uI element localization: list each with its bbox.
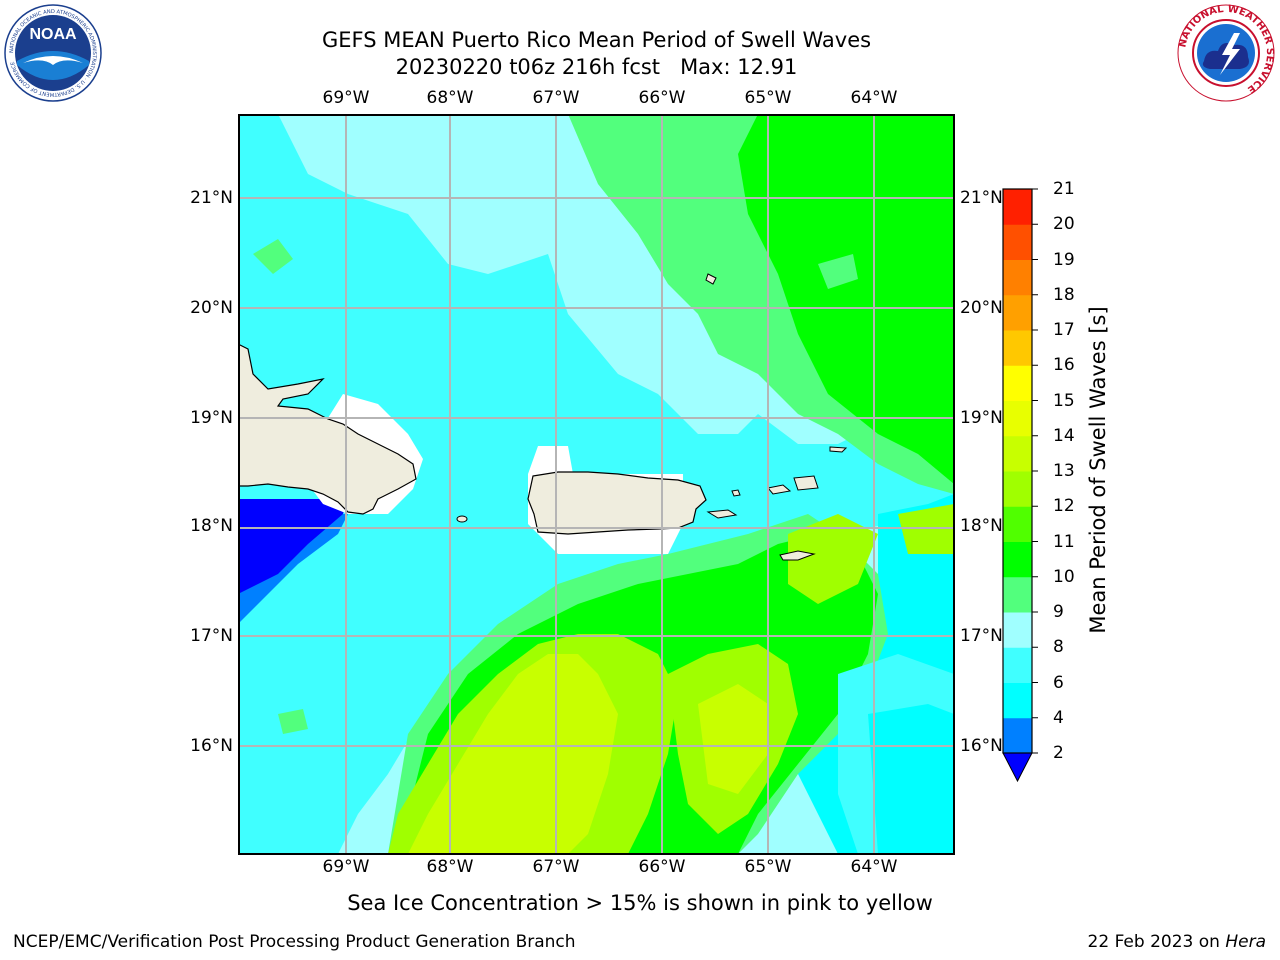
- footer-host: Hera: [1225, 932, 1266, 952]
- lon-label-top: 68°W: [426, 88, 474, 108]
- colorbar-tick-label: 17: [1053, 320, 1075, 340]
- lon-label-bottom: 65°W: [744, 857, 792, 877]
- colorbar-segment: [1003, 506, 1032, 542]
- colorbar-tick-label: 19: [1053, 249, 1075, 270]
- lat-label-left: 17°N: [190, 626, 233, 646]
- noaa-logo: NOAA NATIONAL OCEANIC AND ATMOSPHERIC AD…: [4, 4, 102, 102]
- lat-label-right: 20°N: [960, 298, 1003, 318]
- lon-label-top: 67°W: [532, 88, 580, 108]
- colorbar-segment: [1003, 471, 1032, 507]
- chart-title: GEFS MEAN Puerto Rico Mean Period of Swe…: [321, 28, 872, 52]
- lon-label-bottom: 64°W: [850, 857, 898, 877]
- colorbar-segment: [1003, 682, 1032, 719]
- colorbar-tick-label: 2: [1053, 743, 1064, 763]
- colorbar: [1002, 188, 1038, 783]
- colorbar-segment: [1003, 717, 1032, 754]
- map-frame: [238, 114, 955, 855]
- colorbar-tick-label: 9: [1053, 602, 1064, 622]
- lat-label-left: 16°N: [190, 736, 233, 756]
- colorbar-segment: [1003, 189, 1032, 225]
- footer-credit: NCEP/EMC/Verification Post Processing Pr…: [13, 932, 576, 952]
- colorbar-under-arrow: [1002, 752, 1033, 783]
- lon-label-bottom: 69°W: [322, 857, 370, 877]
- colorbar-tick-label: 4: [1053, 707, 1064, 728]
- colorbar-tick-label: 13: [1053, 461, 1075, 481]
- colorbar-tick-label: 12: [1053, 496, 1075, 517]
- lat-label-right: 21°N: [960, 188, 1003, 208]
- colorbar-segment: [1003, 259, 1032, 296]
- lat-label-right: 16°N: [960, 736, 1003, 756]
- colorbar-segment: [1003, 330, 1032, 366]
- lon-label-bottom: 66°W: [638, 857, 686, 877]
- chart-subtitle: 20230220 t06z 216h fcst Max: 12.91: [395, 55, 798, 79]
- lon-label-top: 69°W: [322, 88, 370, 108]
- footer-date-text: 22 Feb 2023 on: [1087, 932, 1226, 952]
- colorbar-segment: [1003, 576, 1032, 613]
- colorbar-segment: [1003, 435, 1032, 472]
- map-panel: [238, 114, 955, 855]
- lat-label-right: 19°N: [960, 408, 1003, 428]
- colorbar-segment: [1003, 612, 1032, 648]
- lon-label-top: 64°W: [850, 88, 898, 108]
- svg-text:NOAA: NOAA: [29, 26, 77, 43]
- sea-ice-caption: Sea Ice Concentration > 15% is shown in …: [347, 891, 933, 915]
- colorbar-segment: [1003, 294, 1032, 331]
- colorbar-label: Mean Period of Swell Waves [s]: [1086, 306, 1110, 634]
- colorbar-tick-label: 6: [1053, 672, 1064, 693]
- colorbar-segment: [1003, 365, 1032, 401]
- lat-label-left: 18°N: [190, 516, 233, 536]
- lon-label-bottom: 67°W: [532, 857, 580, 877]
- colorbar-tick-label: 15: [1053, 390, 1075, 411]
- colorbar-tick-label: 14: [1053, 425, 1075, 446]
- colorbar-tick-label: 8: [1053, 637, 1064, 658]
- graticule: [238, 114, 955, 855]
- colorbar-tick-label: 21: [1053, 179, 1075, 199]
- colorbar-tick-label: 18: [1053, 284, 1075, 305]
- hispaniola-land: [238, 343, 417, 515]
- colorbar-tick-label: 20: [1053, 214, 1075, 235]
- colorbar-segment: [1003, 400, 1032, 437]
- lon-label-top: 66°W: [638, 88, 686, 108]
- lat-label-left: 21°N: [190, 188, 233, 208]
- colorbar-tick-label: 11: [1053, 531, 1075, 552]
- colorbar-tick-label: 16: [1053, 355, 1075, 376]
- lat-label-left: 19°N: [190, 408, 233, 428]
- puerto-rico-land: [527, 471, 707, 535]
- lon-label-top: 65°W: [744, 88, 792, 108]
- nws-logo: NATIONAL WEATHER SERVICE: [1177, 4, 1275, 102]
- footer-date: 22 Feb 2023 on Hera: [1088, 932, 1266, 952]
- colorbar-segment: [1003, 224, 1032, 260]
- lat-label-right: 18°N: [960, 516, 1003, 536]
- lat-label-left: 20°N: [190, 298, 233, 318]
- colorbar-segment: [1003, 647, 1032, 683]
- colorbar-tick-label: 10: [1053, 566, 1075, 587]
- lon-label-bottom: 68°W: [426, 857, 474, 877]
- lat-label-right: 17°N: [960, 626, 1003, 646]
- colorbar-segment: [1003, 541, 1032, 578]
